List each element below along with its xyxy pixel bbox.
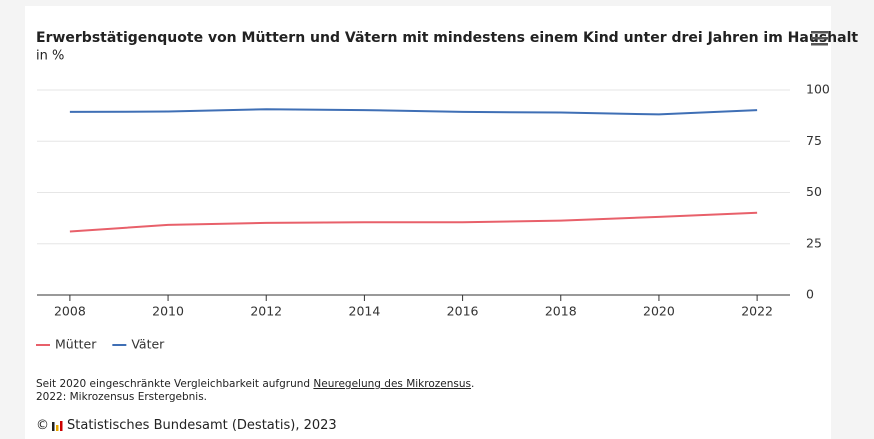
y-tick-label: 100 (806, 82, 830, 97)
x-tick-label: 2020 (643, 304, 675, 319)
legend-label: Mütter (55, 337, 97, 352)
series-line (69, 211, 758, 233)
menu-button[interactable] (811, 31, 828, 46)
menu-bar (811, 37, 828, 40)
x-tick-label: 2008 (54, 304, 86, 319)
credit-text: Statistisches Bundesamt (Destatis), 2023 (67, 418, 337, 433)
note: 2022: Mikrozensus Erstergebnis. (36, 391, 208, 403)
x-tick-label: 2018 (545, 304, 577, 319)
menu-bar (811, 43, 828, 46)
x-tick-label: 2012 (250, 304, 282, 319)
y-tick-label: 50 (806, 184, 822, 199)
series-line (69, 108, 758, 116)
logo-bar (52, 421, 55, 431)
x-tick-label: 2016 (447, 304, 479, 319)
note-link[interactable]: Neuregelung des Mikrozensus (313, 378, 471, 390)
x-tick-label: 2022 (741, 304, 773, 319)
note: Seit 2020 eingeschränkte Vergleichbarkei… (36, 378, 311, 390)
menu-bar (811, 31, 828, 34)
notes: Seit 2020 eingeschränkte Vergleichbarkei… (36, 378, 474, 404)
copyright: © (36, 418, 49, 433)
logo (52, 420, 63, 431)
credit: © Statistisches Bundesamt (Destatis), 20… (36, 418, 337, 433)
chart-title: Erwerbstätigenquote von Müttern und Väte… (36, 30, 858, 46)
x-tick-label: 2010 (152, 304, 184, 319)
y-tick-label: 0 (806, 287, 814, 302)
chart-subtitle: in % (36, 49, 64, 64)
y-tick-label: 25 (806, 235, 822, 250)
logo-bar (56, 424, 59, 431)
y-tick-label: 75 (806, 133, 822, 148)
logo-bar (60, 420, 63, 431)
legend-label: Väter (131, 337, 165, 352)
note: . (471, 378, 475, 390)
x-tick-label: 2014 (349, 304, 381, 319)
